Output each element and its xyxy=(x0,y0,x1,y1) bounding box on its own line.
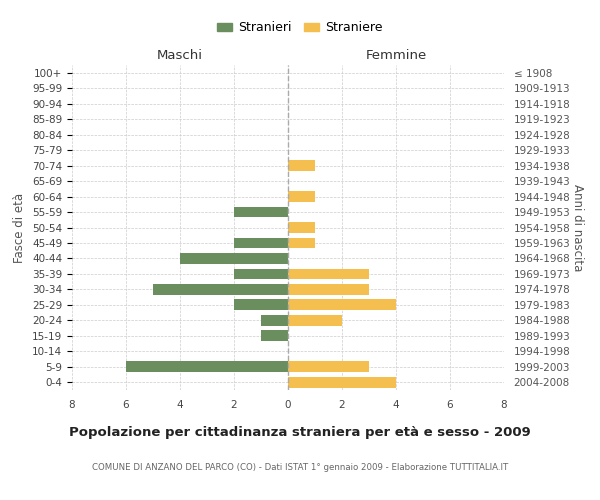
Bar xyxy=(288,238,315,248)
Bar xyxy=(288,377,396,388)
Bar xyxy=(126,362,288,372)
Bar xyxy=(288,300,396,310)
Text: Maschi: Maschi xyxy=(157,49,203,62)
Bar xyxy=(288,160,315,171)
Y-axis label: Fasce di età: Fasce di età xyxy=(13,192,26,262)
Text: Popolazione per cittadinanza straniera per età e sesso - 2009: Popolazione per cittadinanza straniera p… xyxy=(69,426,531,439)
Bar xyxy=(234,300,288,310)
Bar xyxy=(288,362,369,372)
Bar xyxy=(234,268,288,280)
Bar xyxy=(288,222,315,233)
Bar xyxy=(261,330,288,341)
Bar xyxy=(153,284,288,295)
Bar xyxy=(234,238,288,248)
Text: COMUNE DI ANZANO DEL PARCO (CO) - Dati ISTAT 1° gennaio 2009 - Elaborazione TUTT: COMUNE DI ANZANO DEL PARCO (CO) - Dati I… xyxy=(92,463,508,472)
Bar xyxy=(288,284,369,295)
Bar xyxy=(288,191,315,202)
Bar xyxy=(288,268,369,280)
Bar xyxy=(180,253,288,264)
Bar xyxy=(261,315,288,326)
Bar xyxy=(288,315,342,326)
Bar xyxy=(234,206,288,218)
Text: Femmine: Femmine xyxy=(365,49,427,62)
Legend: Stranieri, Straniere: Stranieri, Straniere xyxy=(212,16,388,40)
Y-axis label: Anni di nascita: Anni di nascita xyxy=(571,184,584,271)
